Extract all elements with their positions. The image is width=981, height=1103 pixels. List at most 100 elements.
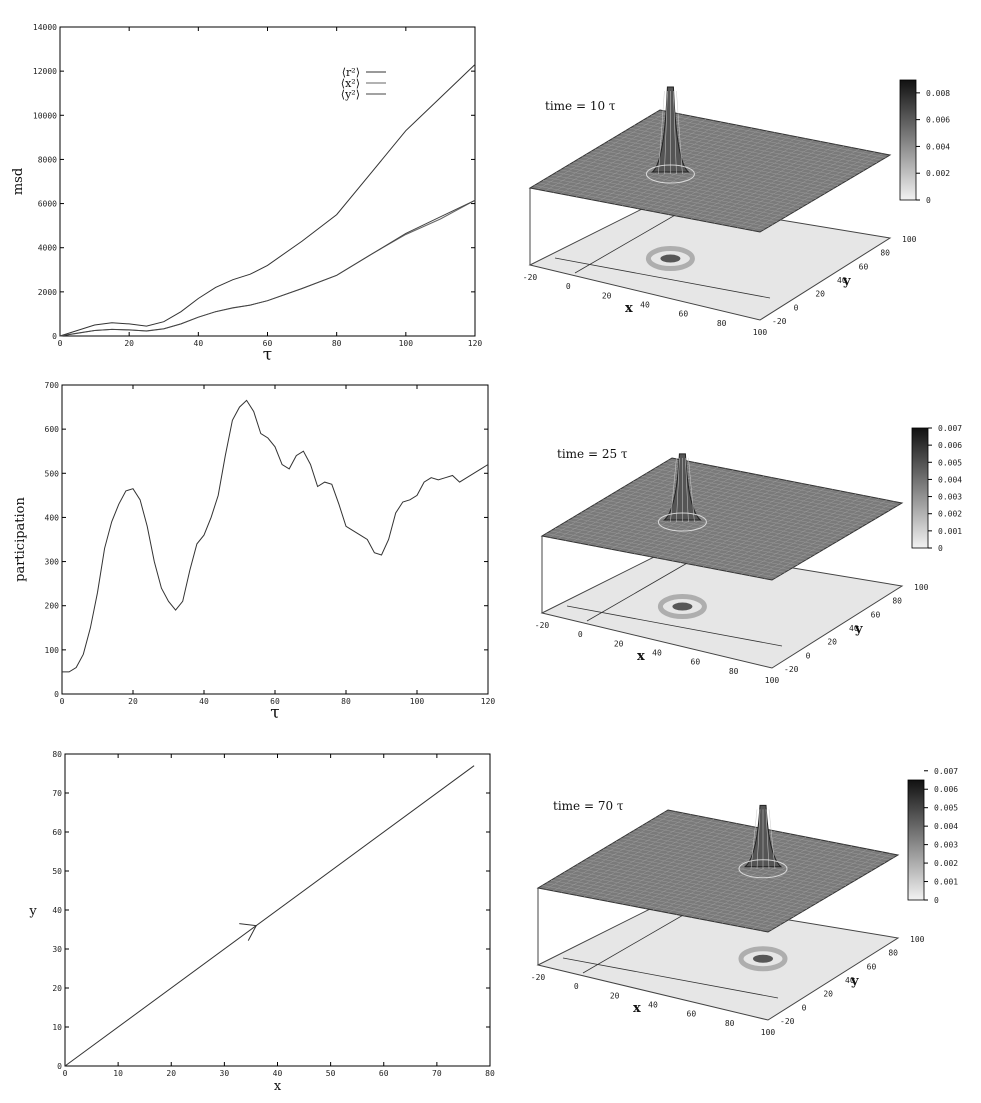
y-tick-label-3d: 0 — [802, 1003, 807, 1012]
x-axis-label-3d: x — [625, 301, 633, 316]
x-tick-label: 60 — [263, 339, 273, 348]
surface-panel-3: time = 70 τ -20 0 20 40 60 80 100 x -20 0 20 40 60 80 1… — [531, 767, 958, 1037]
y-tick-label: 10000 — [33, 111, 57, 120]
colorbar — [907, 779, 925, 901]
y-tick-label: 60 — [52, 828, 62, 837]
x-tick-label-3d: 0 — [566, 282, 571, 291]
x-tick-label: 80 — [341, 697, 351, 706]
y-tick-label-3d: 100 — [914, 583, 929, 592]
colorbar-tick-label: 0.005 — [934, 804, 958, 813]
y-tick-label: 0 — [54, 690, 59, 699]
y-tick-label: 0 — [52, 332, 57, 341]
y-tick-label: 8000 — [38, 155, 57, 164]
mesh-line — [655, 112, 886, 158]
colorbar-tick-label: 0.004 — [934, 822, 958, 831]
colorbar-tick-label: 0.002 — [934, 859, 958, 868]
colorbar-tick-label: 0.001 — [934, 878, 958, 887]
colorbar-tick-label: 0.006 — [938, 441, 962, 450]
surface-ring — [645, 164, 695, 184]
y-tick-label-3d: 40 — [837, 276, 847, 285]
x-tick-label-3d: 40 — [652, 649, 662, 658]
chart-2: 0 20 40 60 80 100 120 0 100 200 300 400 500 600 700 τ pa… — [13, 381, 495, 723]
peak-mesh-line — [673, 90, 677, 175]
mesh-line — [756, 499, 887, 578]
y-tick-label-3d: 40 — [845, 976, 855, 985]
x-tick-label: 120 — [481, 697, 496, 706]
y-tick-label-3d: 60 — [871, 610, 881, 619]
legend-entry: ⟨y²⟩ — [341, 88, 360, 101]
projection-plane — [528, 199, 892, 321]
y-axis-label: y — [28, 904, 37, 919]
series-line — [62, 399, 489, 673]
y-tick-label: 300 — [45, 558, 60, 567]
x-tick-label: 80 — [485, 1069, 495, 1078]
x-zero-line — [566, 605, 783, 647]
y-tick-label-3d: -20 — [772, 317, 787, 326]
y-tick-label: 200 — [45, 602, 60, 611]
y-axis-label: msd — [11, 168, 26, 195]
peak-mesh-line — [676, 457, 680, 523]
y-tick-label-3d: 0 — [794, 303, 799, 312]
x-zero-line — [554, 257, 771, 299]
mesh-line — [642, 120, 873, 166]
y-tick-label-3d: 80 — [892, 597, 902, 606]
peak-mesh-line — [685, 457, 689, 523]
y-axis-label: participation — [13, 496, 28, 581]
mesh-line — [729, 148, 860, 227]
projection-blob — [645, 246, 695, 272]
colorbar-tick-label: 0.007 — [938, 424, 962, 433]
peak-mesh-line — [765, 809, 770, 869]
x-axis-label: τ — [263, 345, 272, 365]
y-tick-label: 400 — [45, 513, 60, 522]
x-tick-label-3d: 80 — [725, 1019, 735, 1028]
x-tick-label-3d: 40 — [648, 1001, 658, 1010]
colorbar-tick-label: 0.006 — [926, 116, 950, 125]
legend-entry: ⟨r²⟩ — [342, 66, 360, 79]
y-tick-label: 700 — [45, 381, 60, 390]
y-tick-label: 14000 — [33, 23, 57, 32]
y-tick-label-3d: 100 — [910, 935, 925, 944]
colorbar-tick-label: 0.007 — [934, 767, 958, 776]
peak-mesh-line — [676, 90, 683, 175]
legend: ⟨r²⟩⟨x²⟩⟨y²⟩ — [341, 66, 386, 101]
y-tick-label: 20 — [52, 984, 62, 993]
x-tick-label-3d: 20 — [602, 291, 612, 300]
x-tick-label: 100 — [399, 339, 414, 348]
colorbar-tick-label: 0.003 — [938, 493, 962, 502]
x-tick-label: 0 — [60, 697, 65, 706]
x-tick-label: 40 — [199, 697, 209, 706]
mesh-line — [737, 848, 868, 927]
peak-mesh-line — [670, 457, 677, 523]
peak-mesh-line — [658, 90, 665, 175]
x-tick-label-3d: -20 — [523, 273, 538, 282]
projection-blob — [738, 946, 788, 972]
mesh-line — [736, 150, 868, 228]
peak-mesh-line — [664, 90, 668, 175]
x-tick-label: 10 — [113, 1069, 123, 1078]
projection-plane — [540, 547, 904, 669]
x-tick-label: 0 — [58, 339, 63, 348]
y-tick-label-3d: 20 — [823, 990, 833, 999]
x-axis-label-3d: x — [633, 1001, 641, 1016]
surface-ring — [657, 512, 707, 532]
surface-panel-2: time = 25 τ -20 0 20 40 60 80 100 x -20 0 20 40 60 80 1… — [535, 424, 962, 685]
mesh-line — [752, 153, 883, 231]
colorbar — [899, 79, 917, 201]
y-tick-label-3d: 80 — [880, 249, 890, 258]
y-tick-label: 600 — [45, 425, 60, 434]
x-tick-label-3d: 80 — [729, 667, 739, 676]
colorbar-tick-label: 0 — [926, 196, 931, 205]
y-tick-label-3d: 20 — [827, 638, 837, 647]
y-tick-label: 10 — [52, 1023, 62, 1032]
projection-core — [753, 954, 773, 963]
x-tick-label: 120 — [468, 339, 483, 348]
x-tick-label-3d: 60 — [691, 658, 701, 667]
y-tick-label: 12000 — [33, 67, 57, 76]
x-tick-label: 40 — [194, 339, 204, 348]
y-tick-label-3d: -20 — [784, 665, 799, 674]
projection-plane — [536, 899, 900, 1021]
x-tick-label-3d: 20 — [610, 991, 620, 1000]
series-line — [59, 199, 476, 337]
mesh-line — [748, 498, 880, 576]
series-line — [59, 199, 476, 337]
